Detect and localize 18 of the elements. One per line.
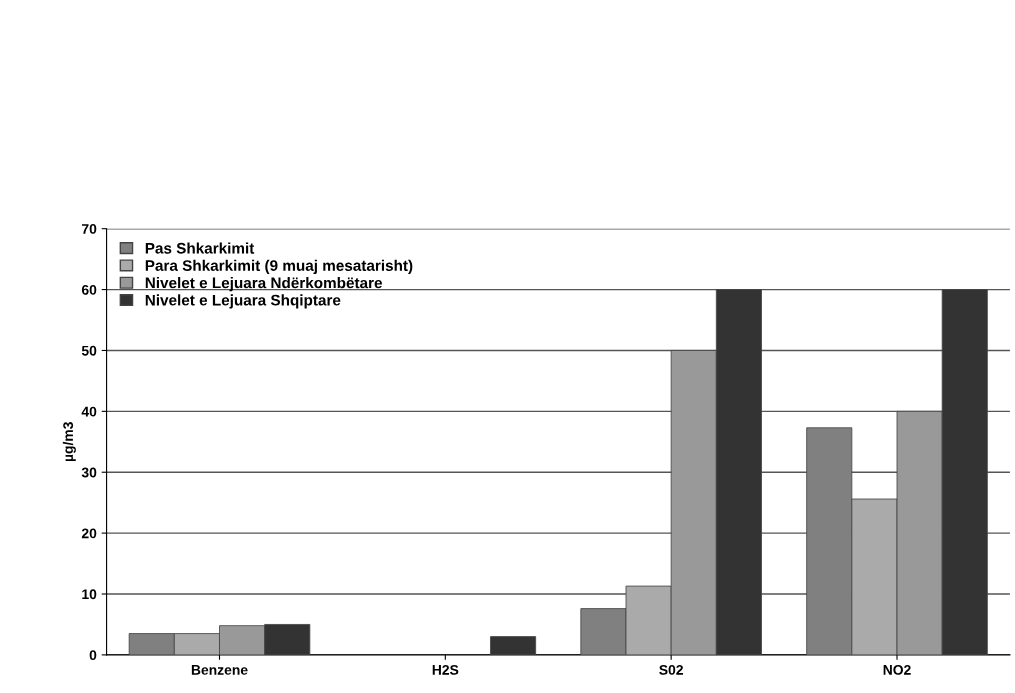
legend-label: Para Shkarkimit (9 muaj mesatarisht) — [145, 259, 413, 274]
x-tick-label: Benzene — [191, 665, 248, 675]
x-tick-label: NO2 — [883, 664, 911, 675]
legend-label: Pas Shkarkimit — [145, 242, 255, 254]
y-tick-label: 40 — [81, 406, 97, 417]
x-tick-label: H2S — [432, 664, 459, 675]
legend-label: Nivelet e Lejuara Ndërkombëtare — [145, 277, 382, 292]
y-tick-label: 70 — [82, 224, 97, 234]
y-tick-label: 10 — [82, 589, 97, 600]
y-tick-label: 0 — [89, 650, 97, 661]
y-tick-label: 60 — [81, 284, 97, 295]
x-tick-label: S02 — [659, 664, 683, 675]
legend-label: Nivelet e Lejuara Shqiptare — [145, 294, 341, 309]
bar — [490, 636, 537, 655]
y-tick-label: 30 — [81, 467, 97, 478]
y-axis-title: µg/m3 — [62, 422, 76, 462]
y-tick-label: 20 — [81, 528, 97, 539]
y-tick-label: 50 — [81, 345, 97, 356]
